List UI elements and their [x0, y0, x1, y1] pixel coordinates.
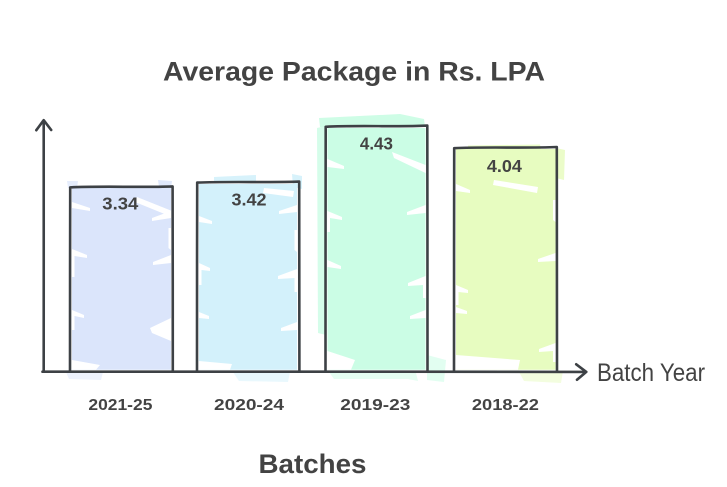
svg-text:2019-23: 2019-23 — [340, 397, 410, 414]
svg-text:4.04: 4.04 — [487, 156, 522, 176]
svg-text:4.43: 4.43 — [360, 134, 393, 154]
svg-text:Average Package in Rs. LPA: Average Package in Rs. LPA — [163, 57, 545, 87]
svg-text:2021-25: 2021-25 — [88, 397, 152, 414]
svg-text:3.42: 3.42 — [232, 189, 267, 209]
svg-text:Batch Year: Batch Year — [597, 359, 705, 387]
svg-text:2018-22: 2018-22 — [472, 397, 539, 414]
svg-text:Batches: Batches — [259, 449, 367, 479]
svg-text:3.34: 3.34 — [102, 193, 138, 213]
svg-text:2020-24: 2020-24 — [214, 397, 284, 414]
